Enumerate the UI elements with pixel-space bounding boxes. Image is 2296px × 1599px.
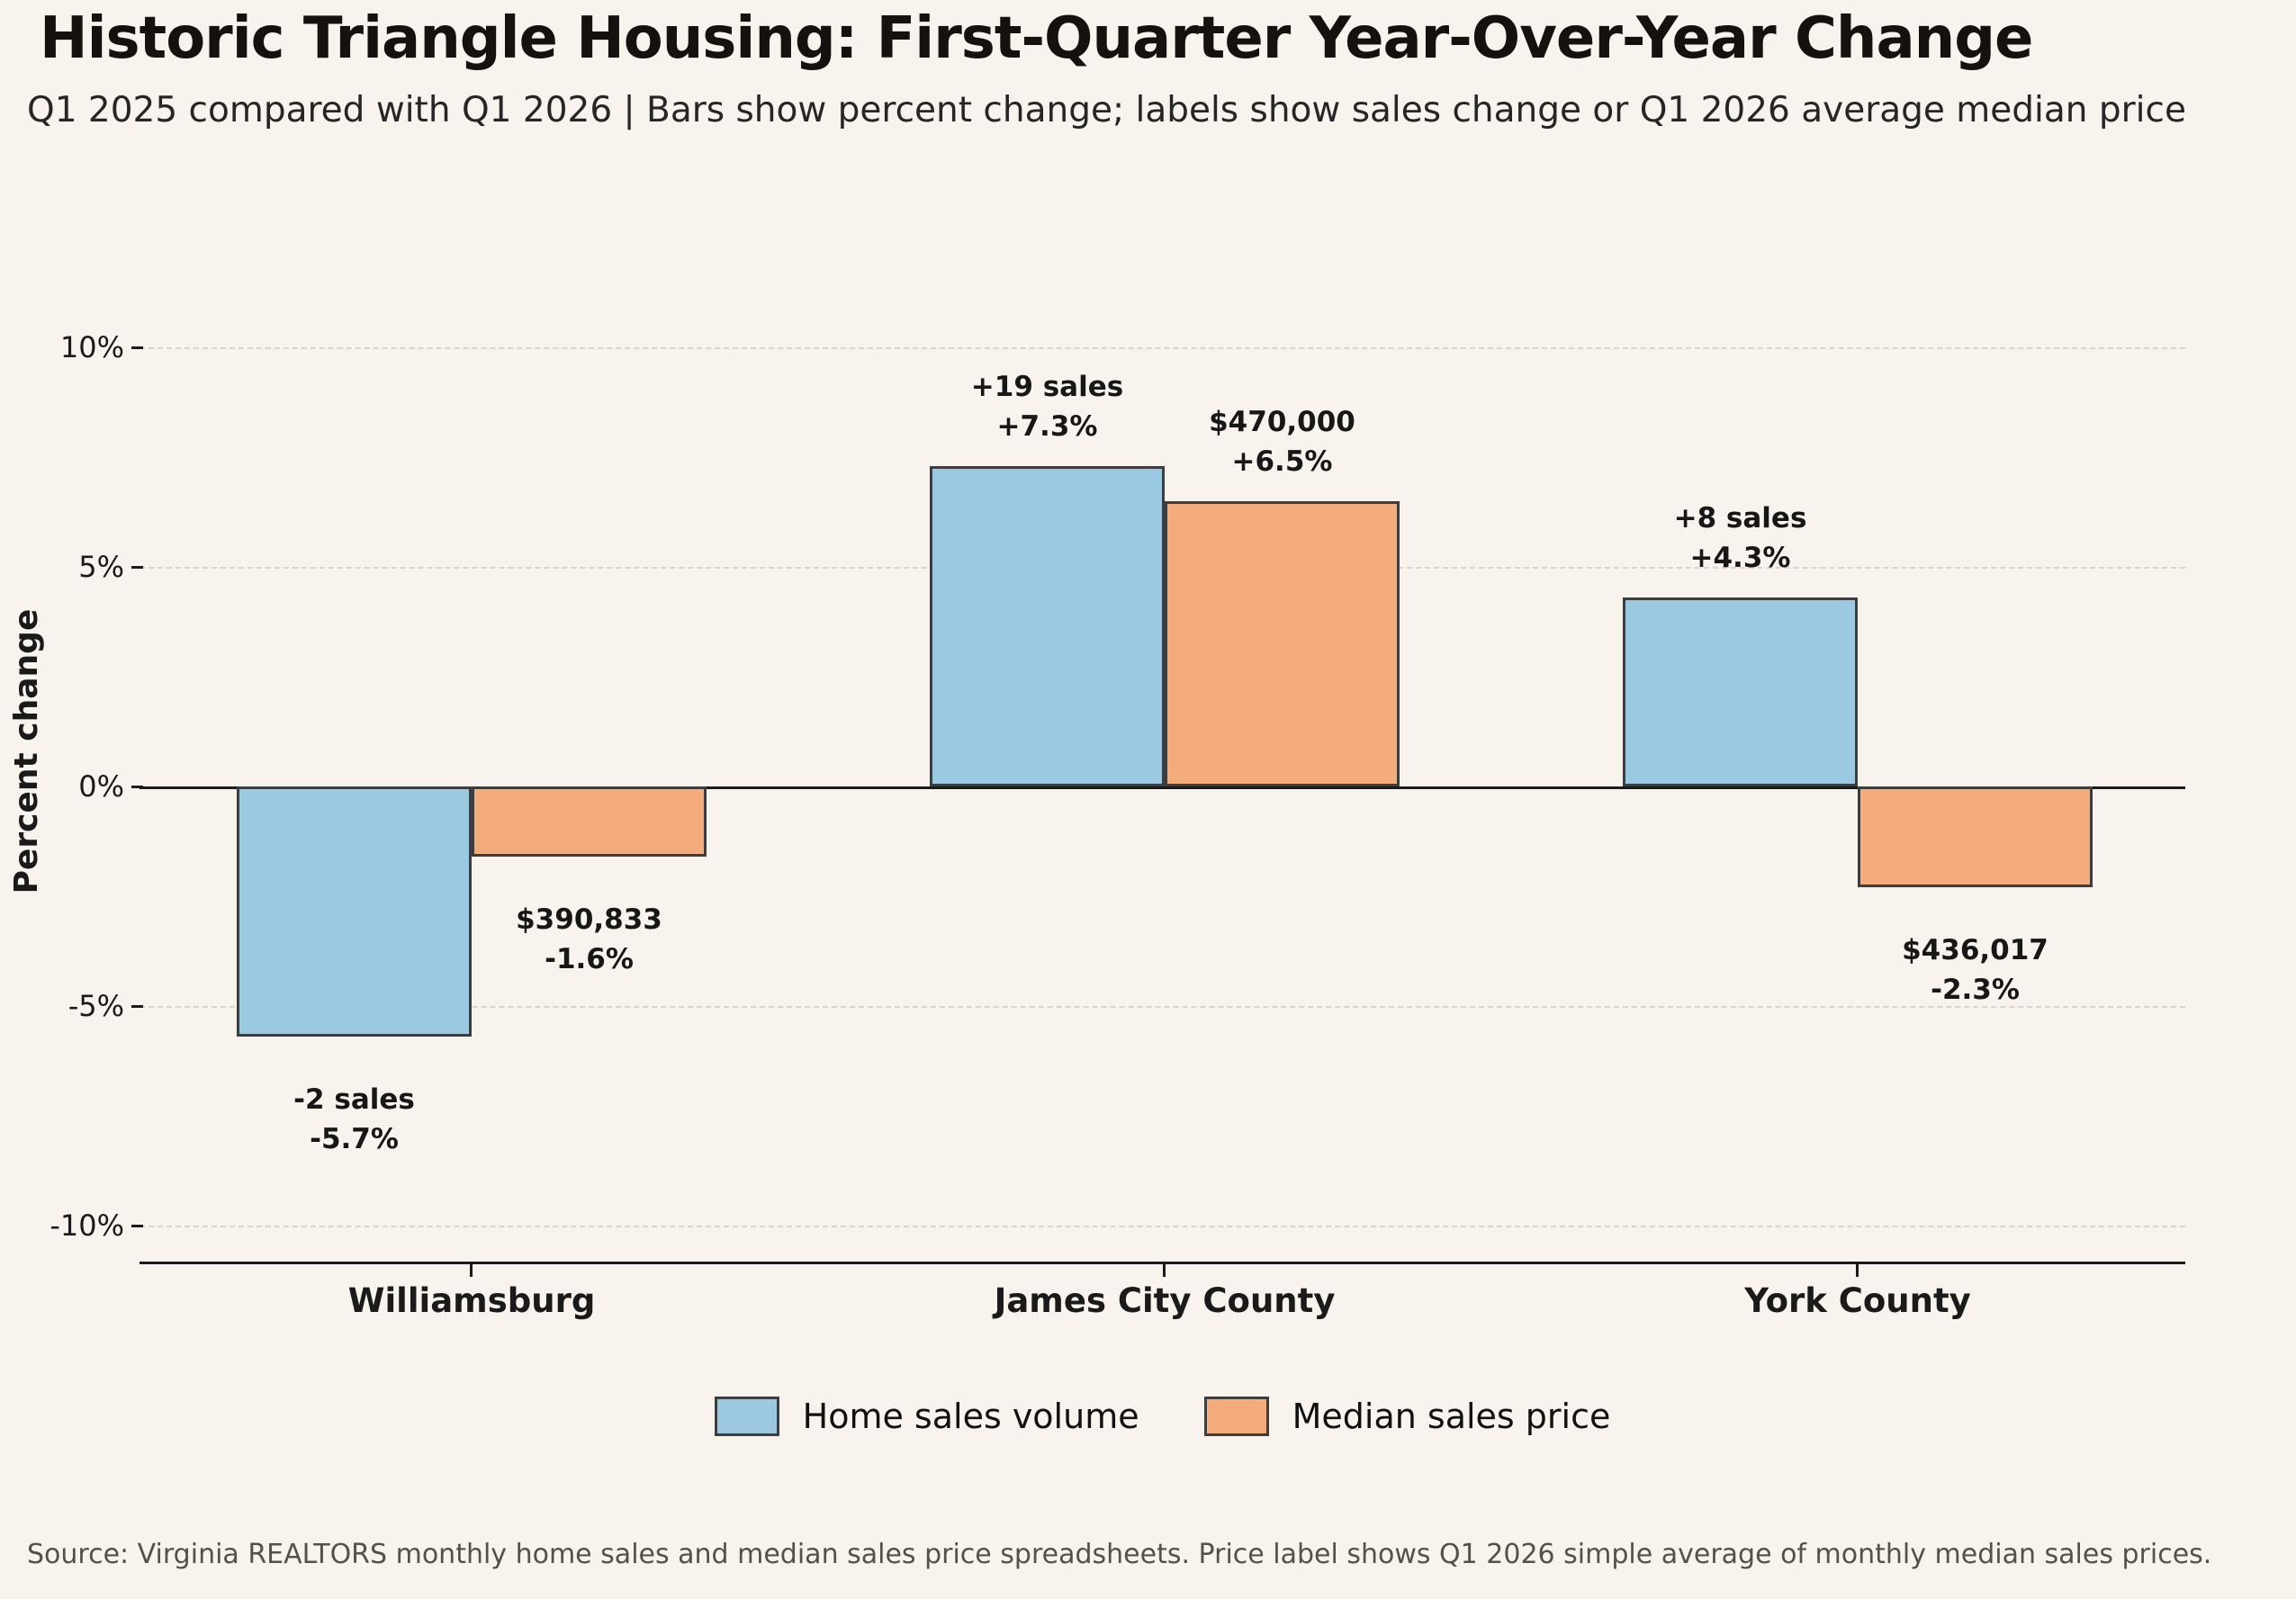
annotation-line2: -5.7% <box>310 1123 399 1156</box>
y-tick-mark <box>131 346 143 349</box>
bar-jamescity-price <box>1165 500 1400 786</box>
bar-annotation-york-sales: +8 sales +4.3% <box>1543 499 1939 578</box>
y-tick-label: 0% <box>78 769 124 804</box>
annotation-line1: $390,833 <box>516 903 662 937</box>
annotation-line2: +7.3% <box>996 409 1098 443</box>
legend-label-sales: Home sales volume <box>802 1397 1139 1436</box>
x-tick-mark <box>1163 1262 1166 1277</box>
y-tick-mark <box>131 786 143 788</box>
legend: Home sales volume Median sales price <box>140 1397 2185 1436</box>
bar-annotation-williamsburg-sales: -2 sales -5.7% <box>157 1080 553 1159</box>
x-tick-mark <box>470 1262 473 1277</box>
annotation-line2: -1.6% <box>545 943 634 976</box>
annotation-line2: +6.5% <box>1231 445 1333 478</box>
annotation-line1: -2 sales <box>293 1083 415 1117</box>
y-tick-label: 10% <box>59 330 124 364</box>
gridline-neg5pct <box>140 1006 2185 1008</box>
chart-subtitle: Q1 2025 compared with Q1 2026 | Bars sho… <box>27 90 2186 130</box>
y-tick-label: -10% <box>50 1208 124 1243</box>
x-category-york: York County <box>1744 1281 1971 1320</box>
annotation-line2: +4.3% <box>1689 542 1791 575</box>
bar-york-sales <box>1623 597 1858 786</box>
legend-swatch-price <box>1203 1397 1269 1436</box>
bar-annotation-jamescity-price: $470,000 +6.5% <box>1085 402 1481 481</box>
zero-baseline <box>140 786 2185 789</box>
x-axis-spine <box>140 1262 2185 1264</box>
bar-annotation-york-price: $436,017 -2.3% <box>1778 930 2174 1010</box>
bar-williamsburg-sales <box>237 786 472 1038</box>
x-tick-mark <box>1856 1262 1859 1277</box>
bar-york-price <box>1858 786 2093 888</box>
chart-title: Historic Triangle Housing: First-Quarter… <box>40 5 2033 72</box>
y-tick-mark <box>131 1225 143 1227</box>
annotation-line1: $436,017 <box>1902 934 2048 967</box>
bar-williamsburg-price <box>472 786 707 858</box>
bar-jamescity-sales <box>930 465 1165 786</box>
x-category-williamsburg: Williamsburg <box>347 1281 596 1320</box>
legend-label-price: Median sales price <box>1292 1397 1611 1436</box>
y-axis-label: Percent change <box>8 608 45 894</box>
y-tick-label: -5% <box>68 989 124 1023</box>
annotation-line1: +19 sales <box>970 370 1124 403</box>
x-category-jamescity: James City County <box>994 1281 1336 1320</box>
annotation-line1: $470,000 <box>1209 405 1355 438</box>
annotation-line1: +8 sales <box>1673 502 1807 535</box>
y-tick-label: 5% <box>78 550 124 584</box>
gridline-neg10pct <box>140 1226 2185 1227</box>
legend-item-sales: Home sales volume <box>714 1397 1139 1436</box>
legend-swatch-sales <box>714 1397 779 1436</box>
source-note: Source: Virginia REALTORS monthly home s… <box>27 1539 2212 1570</box>
gridline-10pct <box>140 347 2185 349</box>
bar-annotation-williamsburg-price: $390,833 -1.6% <box>392 900 788 979</box>
y-tick-mark <box>131 566 143 569</box>
annotation-line2: -2.3% <box>1931 974 2020 1007</box>
legend-item-price: Median sales price <box>1203 1397 1611 1436</box>
y-tick-mark <box>131 1005 143 1008</box>
bar-annotation-jamescity-sales: +19 sales +7.3% <box>850 367 1246 446</box>
